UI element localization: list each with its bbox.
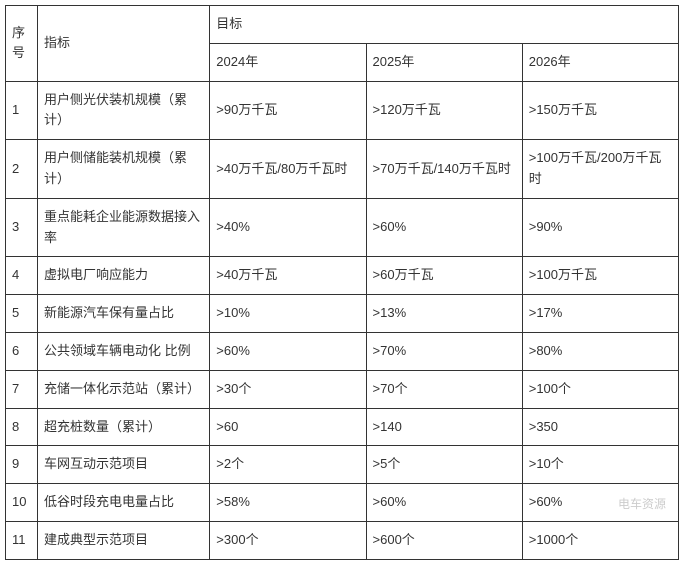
cell-2026: >80% [522, 332, 678, 370]
cell-2026: >150万千瓦 [522, 81, 678, 140]
cell-indicator: 公共领域车辆电动化 比例 [38, 332, 210, 370]
table-row: 9车网互动示范项目>2个>5个>10个 [6, 446, 679, 484]
targets-table: 序号 指标 目标 2024年 2025年 2026年 1用户侧光伏装机规模（累计… [5, 5, 679, 560]
header-row-1: 序号 指标 目标 [6, 6, 679, 44]
header-year-2026: 2026年 [522, 43, 678, 81]
cell-indicator: 超充桩数量（累计） [38, 408, 210, 446]
cell-indicator: 用户侧光伏装机规模（累计） [38, 81, 210, 140]
cell-indicator: 低谷时段充电电量占比 [38, 484, 210, 522]
cell-2024: >90万千瓦 [210, 81, 366, 140]
cell-seq: 7 [6, 370, 38, 408]
table-row: 1用户侧光伏装机规模（累计）>90万千瓦>120万千瓦>150万千瓦 [6, 81, 679, 140]
cell-indicator: 新能源汽车保有量占比 [38, 295, 210, 333]
cell-indicator: 建成典型示范项目 [38, 521, 210, 559]
header-year-2024: 2024年 [210, 43, 366, 81]
cell-seq: 11 [6, 521, 38, 559]
table-row: 5新能源汽车保有量占比>10%>13%>17% [6, 295, 679, 333]
table-body: 1用户侧光伏装机规模（累计）>90万千瓦>120万千瓦>150万千瓦2用户侧储能… [6, 81, 679, 559]
header-year-2025: 2025年 [366, 43, 522, 81]
cell-2026: >100万千瓦/200万千瓦时 [522, 140, 678, 199]
table-row: 4虚拟电厂响应能力>40万千瓦>60万千瓦>100万千瓦 [6, 257, 679, 295]
cell-2024: >40万千瓦/80万千瓦时 [210, 140, 366, 199]
cell-seq: 3 [6, 198, 38, 257]
header-target: 目标 [210, 6, 679, 44]
header-seq: 序号 [6, 6, 38, 82]
cell-indicator: 用户侧储能装机规模（累计） [38, 140, 210, 199]
cell-2024: >10% [210, 295, 366, 333]
table-row: 2用户侧储能装机规模（累计）>40万千瓦/80万千瓦时>70万千瓦/140万千瓦… [6, 140, 679, 199]
cell-2026: >17% [522, 295, 678, 333]
cell-2026: >350 [522, 408, 678, 446]
cell-2024: >60% [210, 332, 366, 370]
table-row: 8超充桩数量（累计）>60>140>350 [6, 408, 679, 446]
cell-2026: >90% [522, 198, 678, 257]
cell-2024: >60 [210, 408, 366, 446]
cell-2024: >40% [210, 198, 366, 257]
cell-indicator: 重点能耗企业能源数据接入率 [38, 198, 210, 257]
table-row: 6公共领域车辆电动化 比例>60%>70%>80% [6, 332, 679, 370]
table-row: 10低谷时段充电电量占比>58%>60%>60% [6, 484, 679, 522]
cell-2025: >5个 [366, 446, 522, 484]
cell-indicator: 车网互动示范项目 [38, 446, 210, 484]
table-row: 7充储一体化示范站（累计）>30个>70个>100个 [6, 370, 679, 408]
cell-seq: 1 [6, 81, 38, 140]
cell-2024: >58% [210, 484, 366, 522]
cell-2024: >300个 [210, 521, 366, 559]
cell-seq: 5 [6, 295, 38, 333]
cell-2024: >30个 [210, 370, 366, 408]
cell-seq: 10 [6, 484, 38, 522]
cell-2025: >60% [366, 484, 522, 522]
cell-seq: 4 [6, 257, 38, 295]
cell-2025: >140 [366, 408, 522, 446]
cell-2025: >70个 [366, 370, 522, 408]
cell-seq: 8 [6, 408, 38, 446]
cell-2026: >10个 [522, 446, 678, 484]
cell-seq: 6 [6, 332, 38, 370]
cell-2025: >13% [366, 295, 522, 333]
table-row: 3重点能耗企业能源数据接入率>40%>60%>90% [6, 198, 679, 257]
table-row: 11建成典型示范项目>300个>600个>1000个 [6, 521, 679, 559]
cell-2026: >100个 [522, 370, 678, 408]
cell-2025: >70万千瓦/140万千瓦时 [366, 140, 522, 199]
cell-2025: >70% [366, 332, 522, 370]
cell-2026: >100万千瓦 [522, 257, 678, 295]
cell-indicator: 虚拟电厂响应能力 [38, 257, 210, 295]
cell-2024: >40万千瓦 [210, 257, 366, 295]
cell-2025: >60万千瓦 [366, 257, 522, 295]
header-indicator: 指标 [38, 6, 210, 82]
cell-2025: >120万千瓦 [366, 81, 522, 140]
cell-2026: >60% [522, 484, 678, 522]
cell-2024: >2个 [210, 446, 366, 484]
cell-seq: 9 [6, 446, 38, 484]
cell-2026: >1000个 [522, 521, 678, 559]
cell-2025: >60% [366, 198, 522, 257]
cell-2025: >600个 [366, 521, 522, 559]
cell-indicator: 充储一体化示范站（累计） [38, 370, 210, 408]
cell-seq: 2 [6, 140, 38, 199]
